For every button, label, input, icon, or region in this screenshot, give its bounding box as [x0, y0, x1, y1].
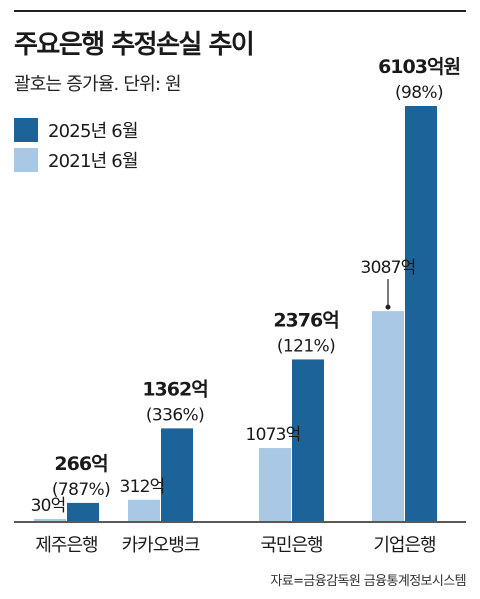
legend-item-2021: 2021년 6월 [14, 147, 139, 173]
bar-2021-2 [259, 448, 291, 521]
legend-swatch-2025 [14, 118, 38, 142]
callout-dot-2021-3 [385, 304, 391, 310]
legend-swatch-2021 [14, 148, 38, 172]
chart-title: 주요은행 추정손실 추이 [14, 30, 255, 60]
data-label-2021-1: 312억 [120, 477, 165, 497]
legend-item-2025: 2025년 6월 [14, 117, 139, 143]
category-label-1: 카카오뱅크 [122, 535, 200, 556]
data-label-2025-3: 6103억원 [378, 56, 460, 78]
data-label-2021-0: 30억 [31, 496, 66, 516]
chart-subtitle: 괄호는 증가율. 단위: 원 [14, 74, 182, 95]
legend-label-2025: 2025년 6월 [48, 121, 139, 142]
growth-label-1: (336%) [146, 405, 204, 425]
legend-label-2021: 2021년 6월 [48, 151, 139, 172]
category-label-3: 기업은행 [373, 535, 435, 556]
growth-label-3: (98%) [395, 83, 443, 103]
top-rule [14, 10, 466, 12]
data-label-2025-0: 266억 [54, 453, 107, 475]
data-label-2025-2: 2376억 [273, 309, 338, 331]
data-label-2025-1: 1362억 [142, 378, 207, 400]
bar-2021-1 [128, 499, 160, 521]
bar-2025-0 [67, 502, 99, 521]
growth-label-0: (787%) [52, 480, 110, 500]
bar-2021-0 [34, 518, 66, 521]
growth-label-2: (121%) [277, 336, 335, 356]
category-label-0: 제주은행 [35, 535, 97, 556]
bar-2025-1 [161, 428, 193, 521]
bar-2021-3 [372, 311, 404, 521]
bar-2025-3 [405, 106, 437, 521]
data-label-2021-2: 1073억 [246, 425, 301, 445]
source-note: 자료=금융감독원 금융통계정보시스템 [270, 574, 466, 589]
bar-2025-2 [292, 359, 324, 521]
data-label-2021-3: 3087억 [361, 258, 416, 278]
category-label-2: 국민은행 [260, 535, 322, 556]
